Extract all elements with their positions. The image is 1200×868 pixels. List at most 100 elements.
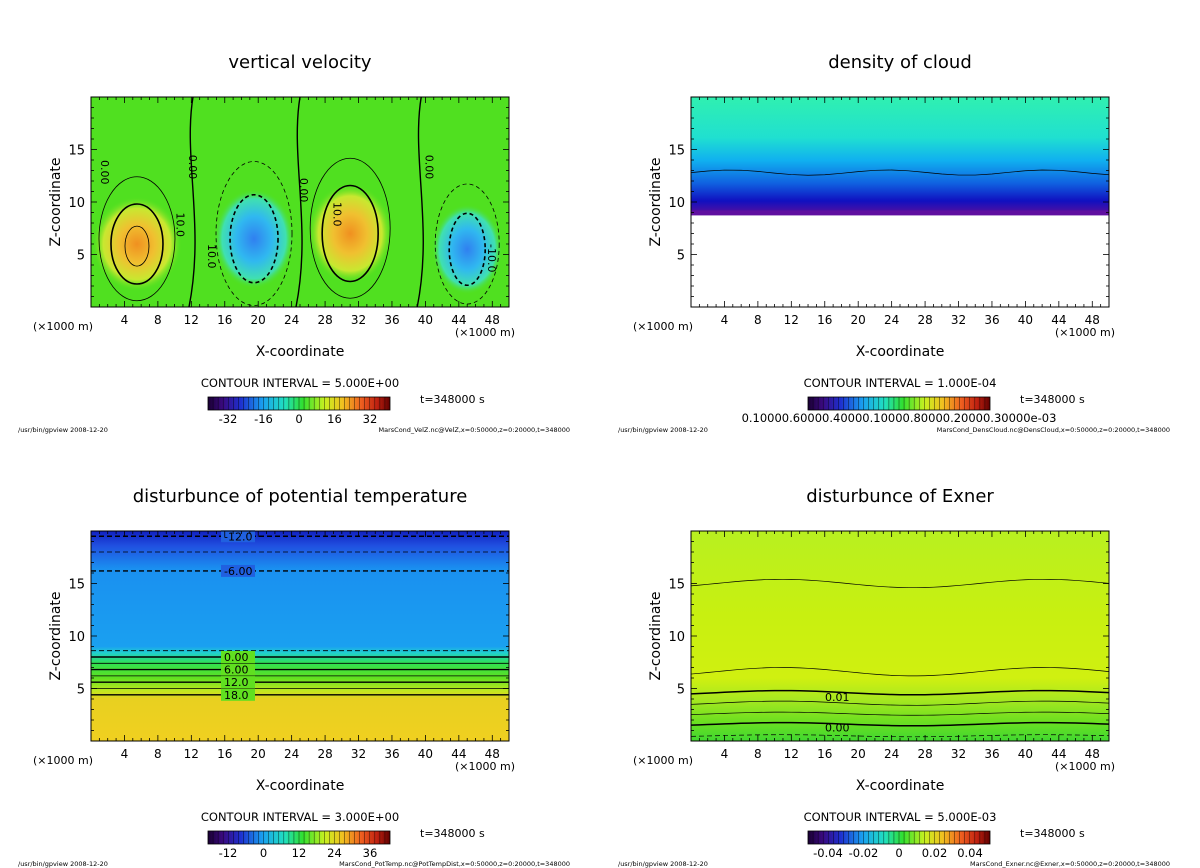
- contour-label: 6.00: [224, 664, 249, 677]
- y-tick-label: 10: [668, 196, 685, 211]
- x-tick-label: 8: [754, 313, 762, 327]
- x-tick-label: 28: [317, 747, 332, 761]
- x-tick-label: 4: [721, 313, 729, 327]
- x-tick-label: 8: [754, 747, 762, 761]
- x-unit-label: (×1000 m): [33, 320, 93, 333]
- x-tick-label: 32: [351, 313, 366, 327]
- x-tick-label: 16: [217, 313, 232, 327]
- x-unit-label: (×1000 m): [633, 754, 693, 767]
- file-footer: MarsCond_Exner.nc@Exner,x=0:50000,z=0:20…: [970, 860, 1170, 868]
- x-tick-label: 16: [817, 747, 832, 761]
- colorbar-tick-label: -32: [219, 412, 238, 426]
- x-tick-label: 12: [184, 313, 199, 327]
- x-unit-label: (×1000 m): [1055, 326, 1115, 339]
- program-label: /usr/bin/gpview 2008-12-20: [618, 860, 708, 868]
- chart-title: density of cloud: [828, 52, 972, 73]
- chart-title: disturbunce of potential temperature: [133, 486, 468, 507]
- x-tick-label: 48: [1085, 747, 1100, 761]
- chart-title: disturbunce of Exner: [806, 486, 994, 507]
- colorbar-tick-label: 0.04: [957, 846, 983, 860]
- y-tick-label: 15: [668, 144, 685, 159]
- contour-label: 10.0: [173, 213, 186, 238]
- x-tick-label: 40: [418, 747, 433, 761]
- colorbar-tick-label: -16: [254, 412, 273, 426]
- contour-label-bg: [221, 651, 255, 663]
- time-label: t=348000 s: [420, 393, 485, 406]
- x-tick-label: 44: [451, 747, 466, 761]
- contour-label: 0.00: [825, 721, 850, 734]
- contour-interval: CONTOUR INTERVAL = 5.000E-03: [804, 810, 997, 824]
- contour-line: [690, 734, 1110, 738]
- x-tick-label: 36: [384, 747, 399, 761]
- y-tick-label: 5: [77, 683, 85, 698]
- program-label: /usr/bin/gpview 2008-12-20: [618, 426, 708, 434]
- contour-line: [690, 721, 1110, 727]
- y-tick-label: 5: [677, 683, 685, 698]
- y-tick-label: 10: [668, 630, 685, 645]
- x-tick-label: 36: [984, 313, 999, 327]
- x-unit-label: (×1000 m): [455, 326, 515, 339]
- contour-line: [690, 578, 1110, 589]
- velocity-cell: [214, 188, 295, 289]
- x-unit-label: (×1000 m): [633, 320, 693, 333]
- field-background: [91, 531, 509, 741]
- velocity-cell: [91, 196, 182, 292]
- x-tick-label: 16: [817, 313, 832, 327]
- colorbar-tick-label: -12: [219, 846, 238, 860]
- x-axis-label: X-coordinate: [856, 344, 945, 360]
- contour-line: [98, 176, 176, 302]
- contour-label: 0.00: [422, 155, 435, 180]
- contour-line: [124, 225, 150, 267]
- x-tick-label: 24: [884, 313, 899, 327]
- cloud-base: [691, 210, 1109, 216]
- contour-label: 10.0: [330, 202, 343, 227]
- colorbar-tick-label: 36: [363, 846, 378, 860]
- x-tick-label: 4: [721, 747, 729, 761]
- y-tick-label: 10: [68, 630, 85, 645]
- x-tick-label: 32: [951, 747, 966, 761]
- contour-label: 0.00: [98, 160, 111, 185]
- cloud-layer: [691, 97, 1109, 213]
- x-tick-label: 12: [184, 747, 199, 761]
- x-tick-label: 48: [485, 313, 500, 327]
- contour-label-bg: [221, 676, 255, 689]
- zero-contour: [295, 96, 303, 308]
- x-tick-label: 24: [284, 313, 299, 327]
- colorbar-tick-label: 0: [260, 846, 267, 860]
- contour-label: 12.0: [224, 676, 249, 689]
- contour-label: 0.01: [825, 691, 850, 704]
- contour-label: 18.0: [224, 689, 249, 702]
- contour-line: [690, 689, 1110, 696]
- y-axis-label: Z-coordinate: [48, 157, 64, 246]
- colorbar-tick-label: 12: [292, 846, 307, 860]
- colorbar-tick-label: 24: [327, 846, 342, 860]
- contour-label: 0.00: [224, 651, 249, 664]
- zero-contour: [188, 96, 196, 308]
- contour-line: [690, 711, 1110, 716]
- x-tick-label: 20: [251, 747, 266, 761]
- zero-contour: [416, 96, 424, 308]
- x-unit-label: (×1000 m): [455, 760, 515, 773]
- x-tick-label: 40: [1018, 747, 1033, 761]
- x-tick-label: 12: [784, 747, 799, 761]
- program-label: /usr/bin/gpview 2008-12-20: [18, 426, 108, 434]
- colorbar-tick-label: 0.02: [922, 846, 948, 860]
- x-tick-label: 20: [851, 747, 866, 761]
- time-label: t=348000 s: [1020, 827, 1085, 840]
- velocity-cell: [432, 204, 503, 295]
- y-axis-label: Z-coordinate: [48, 591, 64, 680]
- time-label: t=348000 s: [420, 827, 485, 840]
- contour-label: -6.00: [224, 565, 252, 578]
- x-axis-label: X-coordinate: [256, 344, 345, 360]
- x-tick-label: 24: [284, 747, 299, 761]
- contour-label: 0.00: [297, 178, 310, 203]
- x-tick-label: 28: [917, 313, 932, 327]
- x-tick-label: 8: [154, 313, 162, 327]
- file-footer: MarsCond_VelZ.nc@VelZ,x=0:50000,z=0:2000…: [379, 426, 570, 434]
- y-tick-label: 5: [677, 249, 685, 264]
- velocity-cell: [307, 183, 393, 284]
- colorbar-tick-label: 32: [363, 412, 378, 426]
- contour-line: [229, 193, 279, 284]
- contour-interval: CONTOUR INTERVAL = 5.000E+00: [201, 376, 399, 390]
